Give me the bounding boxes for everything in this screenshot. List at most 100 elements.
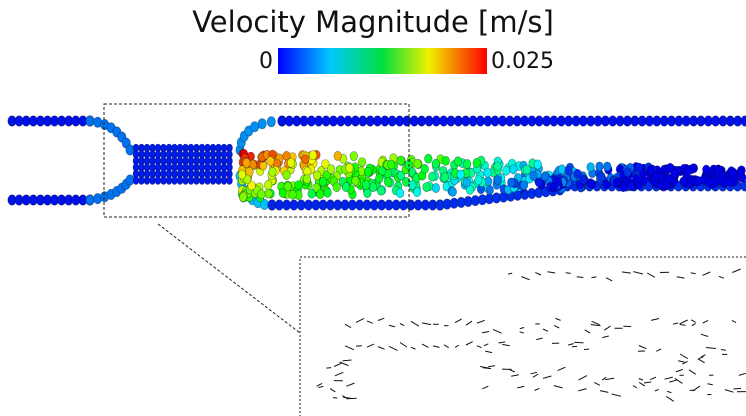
vector bbox=[534, 387, 540, 391]
particle bbox=[160, 176, 167, 185]
vector bbox=[483, 367, 492, 370]
vector bbox=[366, 343, 375, 348]
particle bbox=[422, 182, 431, 192]
vector bbox=[553, 324, 560, 329]
particle bbox=[250, 121, 260, 133]
particle bbox=[474, 175, 483, 185]
particle bbox=[651, 171, 660, 182]
vector bbox=[498, 341, 506, 344]
vector bbox=[443, 344, 449, 349]
particle bbox=[396, 188, 405, 198]
vector bbox=[465, 341, 473, 346]
vector bbox=[432, 345, 440, 348]
particle bbox=[316, 189, 325, 200]
vector bbox=[333, 362, 342, 367]
vector bbox=[601, 376, 607, 381]
particle bbox=[448, 186, 457, 197]
vector bbox=[611, 393, 622, 397]
particle bbox=[132, 176, 140, 185]
particle bbox=[408, 179, 417, 190]
vector bbox=[700, 333, 709, 337]
zoom-box bbox=[103, 103, 410, 218]
vector bbox=[643, 381, 652, 384]
particle bbox=[413, 158, 422, 169]
particle bbox=[428, 171, 437, 182]
particle bbox=[431, 158, 441, 169]
particle bbox=[326, 164, 336, 174]
vector bbox=[532, 373, 539, 378]
vector bbox=[664, 376, 673, 380]
particle bbox=[282, 170, 291, 180]
particle bbox=[462, 177, 471, 188]
vector bbox=[507, 272, 513, 275]
particle bbox=[595, 161, 604, 172]
vector bbox=[483, 343, 489, 347]
particle bbox=[358, 157, 367, 167]
particle bbox=[740, 115, 746, 127]
vector bbox=[724, 389, 734, 393]
particle bbox=[619, 182, 628, 192]
particle bbox=[278, 187, 287, 198]
vector bbox=[646, 272, 656, 278]
vector bbox=[603, 325, 611, 331]
particle bbox=[453, 156, 463, 167]
vector bbox=[488, 365, 496, 368]
inset-frame bbox=[299, 256, 746, 416]
vector bbox=[377, 346, 385, 350]
particle bbox=[483, 167, 492, 178]
vector bbox=[332, 397, 338, 399]
vector bbox=[590, 324, 601, 327]
particle bbox=[332, 182, 341, 193]
particle bbox=[540, 171, 550, 182]
vector bbox=[702, 319, 709, 324]
particle bbox=[564, 165, 573, 176]
vector bbox=[568, 343, 574, 346]
vector bbox=[530, 371, 538, 375]
particle bbox=[375, 173, 384, 184]
vector bbox=[476, 319, 485, 324]
vector bbox=[599, 390, 609, 393]
particle bbox=[283, 181, 292, 192]
particle bbox=[522, 164, 532, 175]
particle bbox=[268, 166, 277, 177]
particle bbox=[264, 180, 273, 190]
particle bbox=[705, 177, 714, 188]
vector bbox=[326, 367, 332, 369]
particle bbox=[529, 170, 538, 181]
particle bbox=[553, 176, 563, 187]
velocity-vectors bbox=[316, 268, 746, 402]
vector bbox=[318, 385, 324, 388]
vector bbox=[669, 379, 677, 383]
vector bbox=[584, 329, 591, 334]
particle bbox=[322, 170, 331, 181]
particle bbox=[154, 176, 162, 185]
vector bbox=[591, 276, 597, 279]
vector bbox=[605, 277, 613, 282]
vector bbox=[519, 327, 525, 330]
particle bbox=[456, 169, 465, 180]
particle bbox=[294, 180, 303, 190]
vector bbox=[492, 328, 502, 334]
vector bbox=[517, 385, 525, 389]
vector bbox=[316, 382, 323, 387]
vector bbox=[666, 390, 672, 394]
particle bbox=[323, 187, 332, 198]
vector bbox=[399, 342, 408, 348]
particle bbox=[387, 159, 396, 170]
particle bbox=[485, 185, 494, 195]
vector bbox=[633, 271, 644, 275]
vector bbox=[476, 345, 482, 349]
vector bbox=[605, 377, 615, 381]
vector bbox=[602, 335, 609, 339]
vector bbox=[707, 383, 713, 386]
vector bbox=[691, 322, 696, 327]
particle bbox=[198, 176, 206, 185]
particle bbox=[308, 150, 318, 161]
particle bbox=[612, 177, 621, 188]
vector bbox=[656, 348, 662, 352]
particle bbox=[440, 172, 449, 183]
vector bbox=[718, 275, 725, 279]
particle bbox=[632, 174, 641, 185]
vector bbox=[565, 272, 571, 274]
particle bbox=[85, 194, 95, 206]
